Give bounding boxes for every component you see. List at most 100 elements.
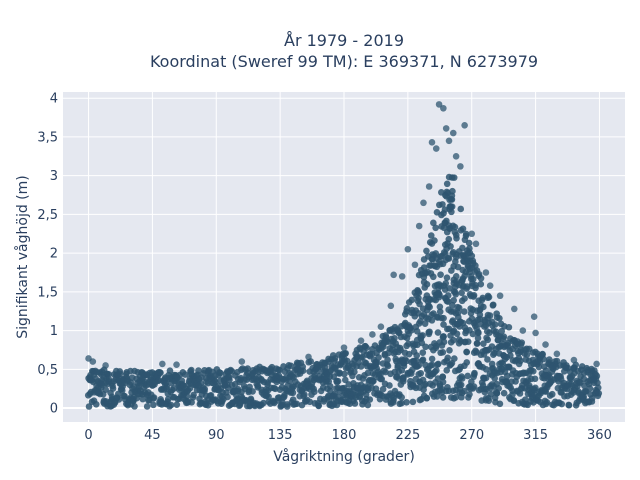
data-point <box>488 360 496 368</box>
data-point <box>433 367 440 374</box>
data-point <box>425 328 433 336</box>
data-point <box>548 390 556 398</box>
data-point <box>449 187 456 195</box>
data-point <box>432 224 439 232</box>
data-point <box>468 252 476 260</box>
data-point <box>403 304 411 312</box>
data-point <box>439 373 446 380</box>
outlier-point <box>238 358 246 365</box>
data-point <box>498 327 506 335</box>
data-point <box>477 274 485 282</box>
outlier-point <box>593 360 600 368</box>
data-point <box>320 398 328 405</box>
outlier-point <box>511 305 518 313</box>
data-point <box>507 352 514 359</box>
data-point <box>439 348 447 356</box>
data-point <box>446 347 453 354</box>
data-point <box>588 394 596 402</box>
outlier-point <box>435 101 443 108</box>
data-point <box>486 312 494 319</box>
data-point <box>482 374 490 382</box>
data-point <box>398 394 405 401</box>
data-point <box>428 361 436 369</box>
data-point <box>558 400 566 408</box>
data-point <box>384 362 392 370</box>
data-point <box>452 272 460 280</box>
data-point <box>306 398 314 406</box>
data-point <box>334 377 342 385</box>
data-point <box>459 244 466 252</box>
data-point <box>439 201 446 208</box>
outlier-point <box>102 362 109 369</box>
data-point <box>299 363 307 371</box>
data-point <box>102 386 109 393</box>
data-point <box>425 302 432 309</box>
data-points <box>84 101 603 410</box>
x-tick-label: 180 <box>332 428 357 443</box>
data-point <box>370 377 377 385</box>
outlier-point <box>420 199 427 207</box>
y-tick-label: 1 <box>50 324 58 339</box>
data-point <box>428 355 436 363</box>
data-point <box>249 388 256 395</box>
data-point <box>470 292 478 299</box>
data-point <box>391 334 398 342</box>
data-point <box>459 225 467 233</box>
data-point <box>500 333 508 340</box>
x-tick-label: 360 <box>587 428 612 443</box>
data-point <box>115 396 123 403</box>
data-point <box>546 356 553 363</box>
data-point <box>529 367 537 375</box>
data-point <box>419 356 427 364</box>
data-point <box>434 329 442 336</box>
data-point <box>440 333 447 341</box>
data-point <box>593 372 601 380</box>
data-point <box>405 350 413 358</box>
data-point <box>485 397 493 404</box>
data-point <box>429 273 437 281</box>
data-point <box>436 291 443 299</box>
data-point <box>244 365 251 372</box>
data-point <box>439 394 447 401</box>
data-point <box>455 304 463 312</box>
data-point <box>415 362 423 369</box>
x-tick-label: 270 <box>459 428 484 443</box>
data-point <box>444 292 452 299</box>
data-point <box>457 205 465 213</box>
data-point <box>326 383 334 390</box>
data-point <box>490 351 497 358</box>
data-point <box>382 332 390 339</box>
data-point <box>109 385 117 392</box>
data-point <box>476 311 484 319</box>
data-point <box>586 384 594 392</box>
data-point <box>85 403 93 410</box>
data-point <box>190 391 197 399</box>
data-point <box>431 237 438 244</box>
data-point <box>442 280 450 287</box>
data-point <box>131 403 138 410</box>
data-point <box>150 401 157 409</box>
outlier-point <box>89 358 97 365</box>
data-point <box>167 401 175 409</box>
data-point <box>260 399 267 407</box>
data-point <box>224 393 231 401</box>
data-point <box>472 282 479 289</box>
data-point <box>474 328 482 336</box>
outlier-point <box>553 350 561 358</box>
data-point <box>466 391 473 398</box>
data-point <box>484 356 491 363</box>
data-point <box>480 303 487 311</box>
data-point <box>444 254 452 262</box>
data-point <box>591 367 598 374</box>
data-point <box>422 343 429 351</box>
y-tick-label: 2 <box>50 247 58 262</box>
chart-subtitle: Koordinat (Sweref 99 TM): E 369371, N 62… <box>150 52 538 71</box>
data-point <box>450 355 458 362</box>
data-point <box>364 401 372 409</box>
data-point <box>482 366 490 373</box>
data-point <box>594 392 602 400</box>
data-point <box>518 339 526 346</box>
data-point <box>461 387 468 395</box>
outlier-point <box>159 360 166 368</box>
data-point <box>173 401 181 408</box>
